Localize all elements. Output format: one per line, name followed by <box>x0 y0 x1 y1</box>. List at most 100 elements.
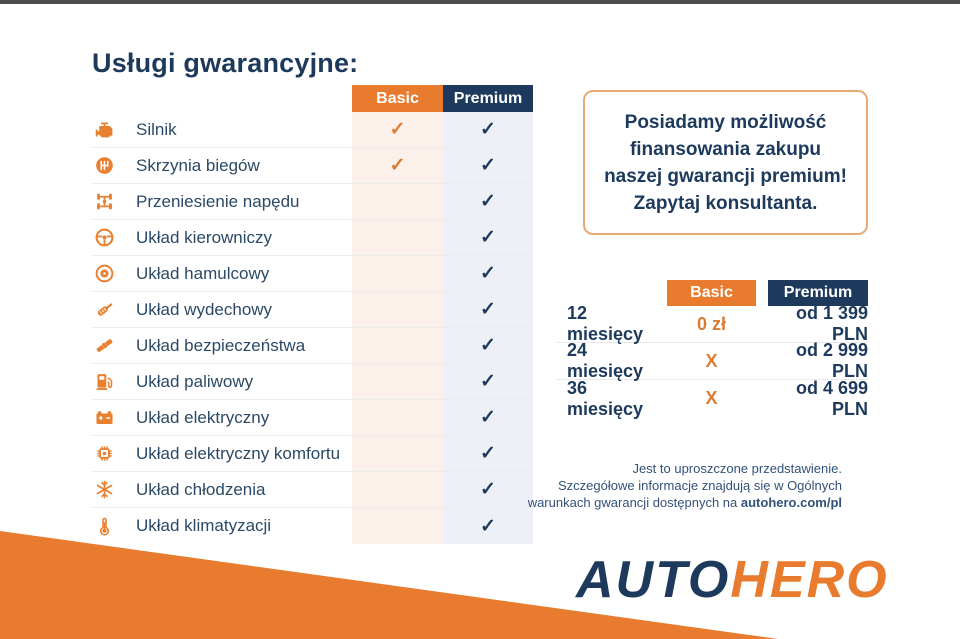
premium-cell: ✓ <box>443 334 533 357</box>
service-label: Układ bezpieczeństwa <box>136 335 306 355</box>
premium-check-icon: ✓ <box>480 335 496 356</box>
promo-line: Zapytaj konsultanta. <box>633 192 818 214</box>
promo-line: finansowania zakupu <box>629 138 822 160</box>
service-label: Skrzynia biegów <box>136 155 260 175</box>
premium-check-icon: ✓ <box>480 515 496 537</box>
premium-cell: ✓ <box>443 298 533 321</box>
premium-check-icon: ✓ <box>480 443 496 464</box>
engine-icon <box>92 119 136 140</box>
premium-column-header: Premium <box>443 85 533 112</box>
promo-box: Posiadamy możliwość finansowania zakupu … <box>583 90 868 235</box>
basic-column-header: Basic <box>352 85 443 112</box>
seatbelt-icon <box>92 335 136 356</box>
service-label: Układ wydechowy <box>136 299 273 319</box>
basic-cell: ✓ <box>352 154 443 177</box>
table-row-electrical: Układ elektryczny ✓ <box>92 400 533 436</box>
drivetrain-icon <box>92 191 136 212</box>
table-row-comfort-electronics: Układ elektryczny komfortu ✓ <box>92 436 533 472</box>
premium-cell: ✓ <box>443 478 533 501</box>
term-label: 24 miesięcy <box>567 340 644 381</box>
promo-line: Posiadamy możliwość <box>624 111 827 133</box>
premium-check-icon: ✓ <box>480 191 496 212</box>
disclaimer-line: Jest to uproszczone przedstawienie. <box>632 461 842 476</box>
premium-column-background <box>443 112 533 544</box>
premium-check-icon: ✓ <box>480 155 496 176</box>
table-row-steering: Układ kierowniczy ✓ <box>92 220 533 256</box>
table-row-fuel: Układ paliwowy ✓ <box>92 364 533 400</box>
premium-check-icon: ✓ <box>480 479 496 500</box>
exhaust-icon <box>92 299 136 320</box>
pricing-row-12-months: 12 miesięcy 0 zł od 1 399 PLN <box>556 303 868 344</box>
promo-line: naszej gwarancji premium! <box>604 165 847 187</box>
disclaimer-line: warunkach gwarancji dostępnych na autohe… <box>527 495 842 510</box>
service-label: Przeniesienie napędu <box>136 191 300 211</box>
premium-check-icon: ✓ <box>480 119 496 140</box>
services-table-header: Basic Premium <box>92 85 533 112</box>
term-label: 12 miesięcy <box>567 303 644 344</box>
pricing-premium-header: Premium <box>768 280 868 306</box>
table-row-safety: Układ bezpieczeństwa ✓ <box>92 328 533 364</box>
premium-check-icon: ✓ <box>480 371 496 392</box>
premium-cell: ✓ <box>443 515 533 538</box>
thermometer-icon <box>92 516 136 537</box>
autohero-logo: AUTOHERO <box>576 550 889 610</box>
table-row-engine: Silnik ✓ ✓ <box>92 112 533 148</box>
service-label: Silnik <box>136 119 177 139</box>
table-row-gearbox: Skrzynia biegów ✓ ✓ <box>92 148 533 184</box>
top-edge-artifact <box>0 0 960 4</box>
premium-cell: ✓ <box>443 190 533 213</box>
pricing-row-24-months: 24 miesięcy X od 2 999 PLN <box>556 340 868 381</box>
premium-check-icon: ✓ <box>480 227 496 248</box>
table-row-brakes: Układ hamulcowy ✓ <box>92 256 533 292</box>
logo-auto-part: AUTO <box>576 551 731 609</box>
pricing-basic-header: Basic <box>667 280 756 306</box>
premium-check-icon: ✓ <box>480 407 496 428</box>
premium-price: od 1 399 PLN <box>795 303 868 344</box>
table-row-exhaust: Układ wydechowy ✓ <box>92 292 533 328</box>
pricing-row-36-months: 36 miesięcy X od 4 699 PLN <box>556 377 868 419</box>
basic-cell: ✓ <box>352 118 443 141</box>
basic-price: X <box>705 388 718 408</box>
steering-wheel-icon <box>92 227 136 248</box>
service-label: Układ elektryczny <box>136 407 270 427</box>
premium-check-icon: ✓ <box>480 263 496 284</box>
basic-column-background <box>352 112 443 544</box>
basic-check-icon: ✓ <box>389 119 406 140</box>
page-title: Usługi gwarancyjne: <box>92 48 359 78</box>
premium-cell: ✓ <box>443 370 533 393</box>
snowflake-icon <box>92 479 136 500</box>
basic-check-icon: ✓ <box>389 155 406 176</box>
premium-cell: ✓ <box>443 406 533 429</box>
table-row-air-conditioning: Układ klimatyzacji ✓ <box>92 508 533 544</box>
disclaimer-text: Jest to uproszczone przedstawienie. Szcz… <box>514 460 842 511</box>
services-table: Basic Premium Silnik ✓ ✓ Skrzynia biegów… <box>92 85 533 544</box>
battery-icon <box>92 407 136 428</box>
premium-cell: ✓ <box>443 262 533 285</box>
service-label: Układ paliwowy <box>136 371 254 391</box>
fuel-pump-icon <box>92 371 136 392</box>
premium-cell: ✓ <box>443 442 533 465</box>
premium-cell: ✓ <box>443 226 533 249</box>
pricing-table-header: Basic Premium <box>556 280 868 306</box>
premium-cell: ✓ <box>443 154 533 177</box>
website-url: autohero.com/pl <box>740 495 842 510</box>
chip-icon <box>92 443 136 464</box>
premium-price: od 2 999 PLN <box>795 340 868 381</box>
brake-disc-icon <box>92 263 136 284</box>
premium-check-icon: ✓ <box>480 299 496 320</box>
logo-hero-part: HERO <box>730 551 889 609</box>
service-label: Układ chłodzenia <box>136 479 266 499</box>
term-label: 36 miesięcy <box>567 377 644 419</box>
service-label: Układ elektryczny komfortu <box>136 443 341 463</box>
table-row-cooling: Układ chłodzenia ✓ <box>92 472 533 508</box>
gearbox-icon <box>92 155 136 176</box>
basic-price: X <box>705 350 718 371</box>
premium-cell: ✓ <box>443 118 533 141</box>
pricing-table: Basic Premium 12 miesięcy 0 zł od 1 399 … <box>556 280 868 419</box>
service-label: Układ hamulcowy <box>136 263 270 283</box>
service-label: Układ klimatyzacji <box>136 516 272 535</box>
table-row-drivetrain: Przeniesienie napędu ✓ <box>92 184 533 220</box>
basic-price: 0 zł <box>696 313 726 334</box>
disclaimer-line: Szczegółowe informacje znajdują się w Og… <box>558 478 842 493</box>
